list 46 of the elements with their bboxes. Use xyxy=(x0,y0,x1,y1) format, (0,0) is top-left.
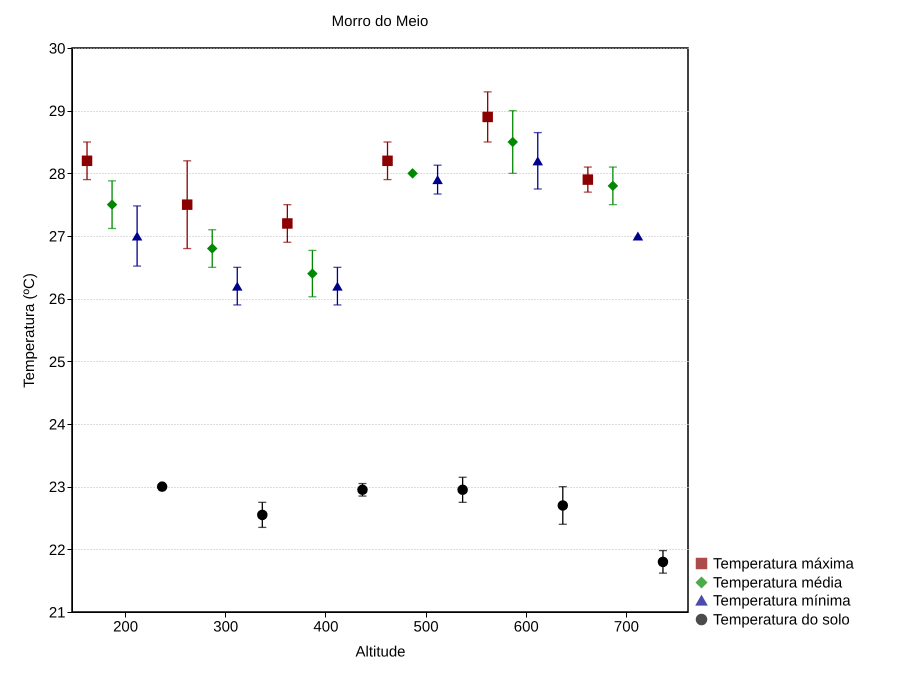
point xyxy=(582,174,594,185)
point xyxy=(206,243,218,254)
chart-title: Morro do Meio xyxy=(332,13,428,30)
y-axis-title: Temperatura (ºC) xyxy=(20,273,38,388)
point xyxy=(532,156,543,166)
x-tick-label: 400 xyxy=(313,618,338,636)
y-tick-label: 25 xyxy=(48,354,66,371)
point xyxy=(132,231,142,241)
y-tick-label: 27 xyxy=(48,228,66,246)
point xyxy=(182,199,192,210)
point xyxy=(407,168,418,179)
point xyxy=(232,282,243,291)
point xyxy=(106,199,118,210)
y-tick-label: 23 xyxy=(48,479,66,496)
point xyxy=(632,231,644,241)
y-tick-label: 21 xyxy=(48,604,66,622)
x-tick-label: 600 xyxy=(514,618,539,636)
y-tick-label: 29 xyxy=(48,103,66,120)
x-tick-label: 200 xyxy=(113,618,138,636)
legend-label: Temperatura mínima xyxy=(713,592,852,610)
point xyxy=(156,481,168,492)
y-tick-label: 26 xyxy=(48,291,66,308)
point xyxy=(658,556,668,568)
point xyxy=(608,180,618,192)
point xyxy=(282,218,293,229)
point xyxy=(382,156,393,166)
point xyxy=(257,510,268,520)
point xyxy=(307,268,318,279)
point xyxy=(432,175,443,184)
point xyxy=(82,156,92,166)
y-tick-label: 30 xyxy=(48,40,66,58)
x-tick-label: 300 xyxy=(213,618,238,636)
legend-label: Temperatura do solo xyxy=(713,612,850,628)
y-tick-label: 22 xyxy=(48,542,66,559)
point xyxy=(507,136,518,148)
x-axis-title: Altitude xyxy=(355,644,406,660)
x-tick-label: 700 xyxy=(614,618,639,636)
point xyxy=(457,484,468,496)
point xyxy=(332,282,343,291)
x-tick-label: 500 xyxy=(414,618,439,636)
point xyxy=(558,500,568,511)
y-tick-label: 28 xyxy=(48,166,66,183)
point xyxy=(482,112,493,122)
legend-label: Temperatura máxima xyxy=(713,556,855,572)
y-tick-label: 24 xyxy=(48,416,66,434)
legend-label: Temperatura média xyxy=(713,574,843,592)
